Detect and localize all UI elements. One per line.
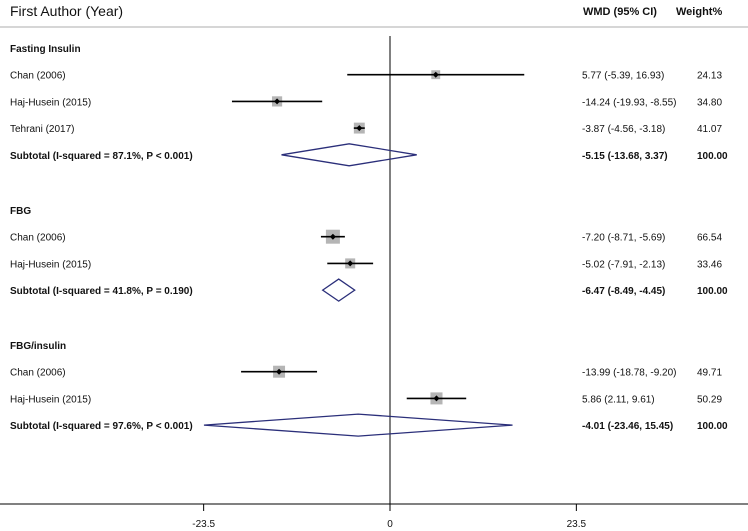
study-label: Haj-Husein (2015) <box>10 97 91 108</box>
study-label: Tehrani (2017) <box>10 124 74 135</box>
study-weight: 33.46 <box>697 259 722 270</box>
study-point-estimate <box>329 233 336 240</box>
study-point-estimate <box>432 71 439 78</box>
subtotal-weight: 100.00 <box>697 151 728 162</box>
study-weight: 34.80 <box>697 97 722 108</box>
group-title: FBG <box>10 206 31 217</box>
subtotal-effect-text: -4.01 (-23.46, 15.45) <box>582 421 673 432</box>
study-effect-text: -14.24 (-19.93, -8.55) <box>582 97 677 108</box>
subtotal-effect-text: -6.47 (-8.49, -4.45) <box>582 286 665 297</box>
study-label: Haj-Husein (2015) <box>10 394 91 405</box>
group-title: FBG/insulin <box>10 341 66 352</box>
header-effect: WMD (95% CI) <box>583 6 657 18</box>
group-title: Fasting Insulin <box>10 44 81 55</box>
header-weight: Weight% <box>676 6 722 18</box>
study-weight: 41.07 <box>697 124 722 135</box>
study-point-estimate <box>433 395 440 402</box>
study-effect-text: -3.87 (-4.56, -3.18) <box>582 124 665 135</box>
study-weight: 50.29 <box>697 394 722 405</box>
study-effect-text: 5.86 (2.11, 9.61) <box>582 394 655 405</box>
study-effect-text: -7.20 (-8.71, -5.69) <box>582 233 665 244</box>
header-study: First Author (Year) <box>10 3 123 19</box>
subtotal-label: Subtotal (I-squared = 87.1%, P < 0.001) <box>10 151 193 162</box>
study-effect-text: -5.02 (-7.91, -2.13) <box>582 259 665 270</box>
study-label: Chan (2006) <box>10 368 66 379</box>
x-tick-label: 0 <box>387 519 393 530</box>
study-weight: 24.13 <box>697 71 722 82</box>
subtotal-weight: 100.00 <box>697 286 728 297</box>
study-label: Chan (2006) <box>10 233 66 244</box>
x-tick-label: 23.5 <box>567 519 587 530</box>
study-point-estimate <box>276 368 283 375</box>
subtotal-label: Subtotal (I-squared = 97.6%, P < 0.001) <box>10 421 193 432</box>
study-point-estimate <box>274 98 281 105</box>
x-tick-label: -23.5 <box>192 519 215 530</box>
subtotal-diamond <box>203 413 513 437</box>
study-weight: 66.54 <box>697 233 722 244</box>
study-weight: 49.71 <box>697 368 722 379</box>
study-effect-text: -13.99 (-18.78, -9.20) <box>582 368 677 379</box>
study-label: Chan (2006) <box>10 71 66 82</box>
subtotal-effect-text: -5.15 (-13.68, 3.37) <box>582 151 668 162</box>
study-effect-text: 5.77 (-5.39, 16.93) <box>582 71 664 82</box>
subtotal-label: Subtotal (I-squared = 41.8%, P = 0.190) <box>10 286 193 297</box>
subtotal-diamond <box>321 278 356 302</box>
study-point-estimate <box>356 125 363 132</box>
study-label: Haj-Husein (2015) <box>10 259 91 270</box>
subtotal-diamond <box>281 143 417 167</box>
study-point-estimate <box>347 260 354 267</box>
subtotal-weight: 100.00 <box>697 421 728 432</box>
